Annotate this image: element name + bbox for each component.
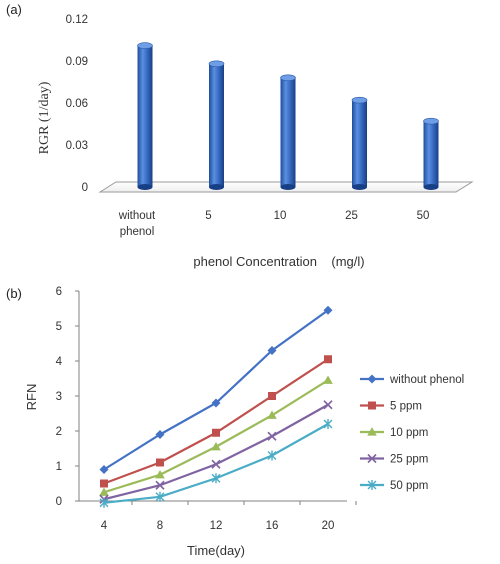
- x-tick-label: 8: [157, 520, 163, 532]
- panel-b-label: (b): [6, 286, 22, 301]
- y-axis-ticks: 0 0.03 0.06 0.09 0.12: [66, 14, 88, 194]
- x-axis-title: Time(day): [187, 543, 245, 558]
- series-line: [103, 403, 329, 501]
- y-tick-label: 5: [56, 321, 62, 333]
- bar: [280, 74, 296, 190]
- y-tick-label: 6: [56, 286, 62, 298]
- y-tick-label: 0.12: [66, 14, 88, 26]
- series-group: [99, 305, 333, 508]
- bar: [351, 96, 368, 190]
- data-point: [211, 441, 221, 451]
- series: [99, 400, 333, 504]
- data-point: [99, 497, 109, 508]
- data-point: [267, 346, 277, 355]
- data-point: [267, 450, 277, 461]
- y-tick-label: 0.09: [66, 56, 88, 68]
- data-point: [99, 465, 109, 474]
- data-point: [367, 453, 377, 464]
- bar: [423, 117, 439, 190]
- series: [99, 375, 333, 496]
- y-tick-label: 0.06: [66, 98, 88, 110]
- data-point: [368, 401, 376, 410]
- data-point: [267, 431, 277, 441]
- data-point: [367, 480, 377, 490]
- y-tick-label: 0: [56, 496, 62, 508]
- data-point: [211, 398, 221, 408]
- series: [99, 419, 333, 508]
- data-point: [99, 487, 109, 496]
- legend-item: 5 ppm: [360, 401, 422, 413]
- legend-item: 10 ppm: [360, 427, 428, 439]
- data-point: [323, 375, 333, 384]
- bar-chart-panel: (a) 0 0.03 0.06 0.09 0.12 without phenol 5 10 25…: [6, 2, 474, 269]
- bars: [137, 42, 439, 190]
- panel-a-label: (a): [6, 2, 22, 17]
- legend-item: without phenol: [360, 374, 464, 386]
- data-point: [100, 479, 108, 488]
- series: [100, 355, 332, 488]
- y-axis-title: RGR (1/day): [37, 81, 52, 154]
- y-tick-label: 0: [82, 182, 88, 194]
- legend-item: 25 ppm: [360, 454, 428, 466]
- data-point: [155, 491, 165, 502]
- x-tick-label: 20: [322, 520, 335, 532]
- legend-label: 10 ppm: [390, 427, 428, 439]
- legend-item: 50 ppm: [360, 480, 428, 492]
- y-tick-label: 2: [56, 426, 62, 438]
- x-tick-label: 16: [266, 520, 279, 532]
- x-tick-label: 50: [417, 210, 430, 222]
- data-point: [156, 458, 164, 467]
- data-point: [367, 374, 377, 384]
- data-point: [155, 430, 165, 439]
- data-point: [268, 392, 276, 400]
- x-tick-label: 25: [345, 210, 358, 222]
- x-tick-label: 12: [210, 520, 223, 532]
- data-point: [323, 419, 333, 429]
- y-tick-label: 4: [56, 356, 63, 368]
- data-point: [367, 427, 377, 436]
- x-tick-label: without phenol: [118, 210, 156, 238]
- x-tick-label: 4: [101, 520, 108, 532]
- x-tick-label: 10: [274, 210, 287, 222]
- data-point: [212, 428, 220, 437]
- legend-label: 5 ppm: [390, 401, 422, 413]
- data-point: [267, 410, 277, 419]
- x-axis-ticks: 4 8 12 16 20: [101, 501, 357, 532]
- data-point: [155, 469, 165, 479]
- y-axis-title: RFN: [24, 384, 39, 411]
- data-point: [211, 459, 221, 469]
- x-tick-label: 5: [205, 210, 211, 222]
- y-tick-label: 0.03: [66, 140, 88, 152]
- data-point: [323, 400, 333, 410]
- x-axis-title: phenol Concentration (mg/l): [193, 254, 364, 269]
- legend-label: without phenol: [389, 374, 464, 386]
- y-axis-ticks: 0 1 2 3 4 5 6: [56, 286, 79, 508]
- y-tick-label: 3: [56, 391, 62, 403]
- data-point: [155, 480, 165, 490]
- bar: [208, 60, 225, 190]
- bar: [137, 42, 153, 190]
- legend-label: 25 ppm: [390, 454, 428, 466]
- data-point: [323, 305, 333, 315]
- data-point: [211, 473, 221, 484]
- legend-label: 50 ppm: [390, 480, 428, 492]
- x-axis-ticks: without phenol 5 10 25 50: [118, 210, 430, 238]
- data-point: [324, 355, 332, 364]
- y-tick-label: 1: [56, 461, 62, 473]
- legend: without phenol 5 ppm 10 ppm 25 ppm 50 ppm: [360, 374, 464, 492]
- series: [99, 305, 333, 474]
